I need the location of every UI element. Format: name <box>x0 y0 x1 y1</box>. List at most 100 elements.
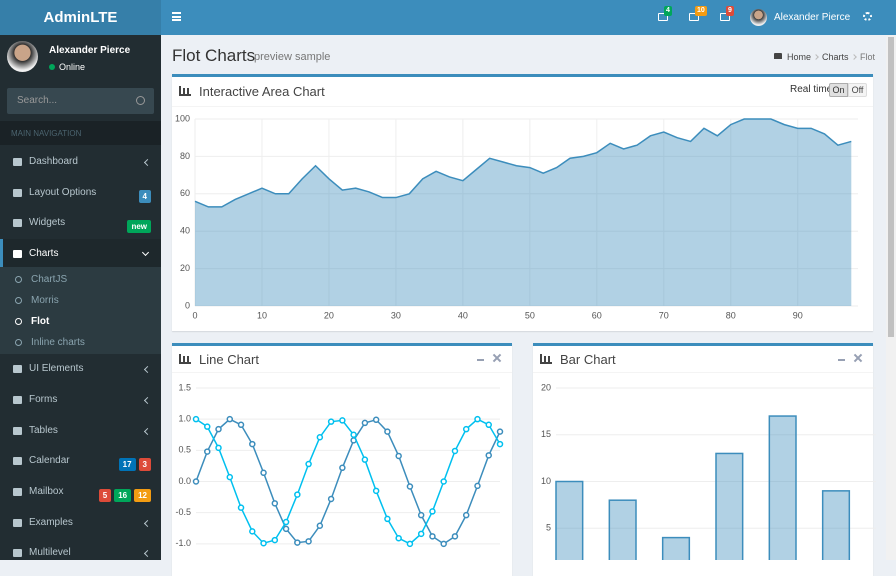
menu-label[interactable]: Mailbox <box>29 485 64 497</box>
header-icon[interactable] <box>720 13 730 21</box>
menu-badge: new <box>127 220 151 234</box>
search-box[interactable] <box>7 88 154 114</box>
menu-item[interactable] <box>0 147 161 177</box>
area-chart-box: Interactive Area Chart Real time On Off <box>172 74 873 331</box>
box-title: Line Chart <box>199 352 259 367</box>
badge-group: new <box>124 216 151 234</box>
bar-chart-box: Bar Chart <box>533 343 873 576</box>
submenu-bullet <box>15 339 22 347</box>
menu-item[interactable] <box>0 538 161 568</box>
box-icon <box>179 354 191 364</box>
badge-group: 17 3 <box>116 454 151 472</box>
logo-bar[interactable] <box>0 0 161 35</box>
menu-icon <box>13 426 22 435</box>
nav-header: MAIN NAVIGATION <box>11 129 82 138</box>
breadcrumb-separator <box>813 54 819 60</box>
box-title: Interactive Area Chart <box>199 84 325 99</box>
menu-label[interactable]: Tables <box>29 424 58 436</box>
settings-gear[interactable] <box>863 12 872 21</box>
box-icon <box>540 354 552 364</box>
realtime-off[interactable]: Off <box>848 83 867 97</box>
search-icon[interactable] <box>136 96 145 105</box>
submenu-item[interactable]: Flot <box>31 316 50 328</box>
menu-label[interactable]: Charts <box>29 248 59 260</box>
user-name[interactable]: Alexander Pierce <box>774 12 851 23</box>
header-icon[interactable] <box>689 13 699 21</box>
collapse-button[interactable] <box>838 359 845 361</box>
box-header <box>172 346 512 373</box>
menu-item[interactable] <box>0 239 161 270</box>
menu-label[interactable]: Multilevel <box>29 547 71 559</box>
menu-label[interactable]: UI Elements <box>29 363 84 375</box>
badge-group: 4 <box>136 186 151 204</box>
toggle-bar <box>172 16 181 18</box>
line-chart-box: Line Chart <box>172 343 512 576</box>
menu-badge: 4 <box>138 189 151 203</box>
user-avatar[interactable] <box>750 9 767 26</box>
sidebar-user: Alexander Pierce <box>49 45 131 56</box>
menu-icon <box>13 487 22 496</box>
submenu-item[interactable]: ChartJS <box>31 274 68 286</box>
page: AdminLTE Flot Charts { "header": {"logo"… <box>0 0 896 560</box>
header-badge[interactable]: 10 <box>695 6 707 16</box>
menu-icon <box>13 219 22 228</box>
header-badge[interactable]: 9 <box>726 6 734 16</box>
menu-icon <box>13 188 22 197</box>
menu-icon <box>13 457 22 466</box>
breadcrumb-separator <box>851 54 857 60</box>
status-dot <box>49 64 55 70</box>
submenu-item[interactable]: Morris <box>31 295 59 307</box>
navbar <box>161 0 896 35</box>
menu-label[interactable]: Widgets <box>29 217 66 229</box>
box-header <box>172 77 873 107</box>
menu-icon <box>13 549 22 558</box>
scroll-thumb[interactable] <box>888 37 894 337</box>
menu-icon <box>13 518 22 527</box>
menu-badge: 16 <box>114 488 132 502</box>
menu-label[interactable]: Examples <box>29 516 73 528</box>
menu-label[interactable]: Calendar <box>29 455 70 467</box>
nav-header-bar <box>0 121 161 145</box>
sidebar-toggle[interactable] <box>172 12 181 21</box>
menu-item[interactable] <box>0 416 161 446</box>
menu-badge: 17 <box>118 458 136 472</box>
menu-item[interactable] <box>0 508 161 538</box>
menu-icon <box>13 158 22 166</box>
menu-label[interactable]: Dashboard <box>29 156 78 167</box>
header-icon[interactable] <box>658 13 668 21</box>
logo[interactable]: AdminLTE <box>43 9 118 26</box>
submenu-bullet <box>15 276 22 284</box>
page-subtitle: preview sample <box>254 51 331 63</box>
menu-badge: 12 <box>134 488 151 502</box>
realtime-on[interactable]: On <box>829 83 848 97</box>
search-placeholder[interactable]: Search... <box>17 95 58 106</box>
breadcrumb-item[interactable]: Charts <box>822 52 849 62</box>
breadcrumb-item[interactable]: Home <box>787 52 812 62</box>
submenu <box>0 267 161 355</box>
menu-label[interactable]: Forms <box>29 393 58 405</box>
box-icon <box>179 86 191 96</box>
home-icon <box>774 53 782 59</box>
submenu-bullet <box>15 297 22 305</box>
badge-group: 5 16 12 <box>96 485 151 503</box>
menu-label[interactable]: Layout Options <box>29 186 97 198</box>
header-badge[interactable]: 4 <box>664 6 672 16</box>
menu-icon <box>13 395 22 404</box>
submenu-bullet <box>15 318 22 326</box>
menu-icon <box>13 365 22 374</box>
remove-button[interactable] <box>854 354 862 362</box>
menu-badge: 5 <box>98 488 112 502</box>
remove-button[interactable] <box>493 354 501 362</box>
menu-badge: 3 <box>138 458 151 472</box>
submenu-item[interactable]: Inline charts <box>31 337 85 349</box>
collapse-button[interactable] <box>477 359 484 361</box>
box-title: Bar Chart <box>560 352 616 367</box>
status: Online <box>59 62 86 72</box>
page-title: Flot Charts <box>172 46 256 65</box>
realtime-label: Real time <box>790 84 833 95</box>
sidebar-avatar <box>7 41 38 72</box>
breadcrumb-item: Flot <box>860 52 876 62</box>
box-header <box>533 346 873 373</box>
menu-icon <box>13 250 22 259</box>
menu-item[interactable] <box>0 385 161 415</box>
